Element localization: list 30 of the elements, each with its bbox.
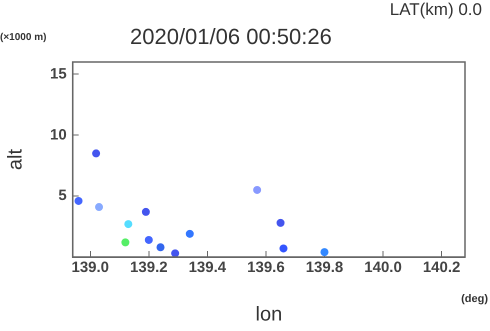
point bbox=[320, 248, 328, 256]
x-tick-label: 139.8 bbox=[306, 259, 344, 276]
point bbox=[124, 220, 132, 228]
x-tick-label: 139.0 bbox=[71, 259, 110, 276]
point bbox=[74, 196, 83, 205]
point bbox=[253, 186, 262, 194]
point bbox=[279, 244, 288, 252]
x-tick-label: 140.2 bbox=[422, 259, 460, 276]
point bbox=[95, 203, 104, 212]
y-tick-label: 15 bbox=[50, 65, 67, 82]
point bbox=[186, 230, 194, 238]
point bbox=[171, 249, 180, 257]
point bbox=[276, 218, 285, 227]
x-tick-label: 139.2 bbox=[130, 259, 168, 276]
y-tick-label: 5 bbox=[58, 187, 67, 204]
x-tick-label: 140.0 bbox=[364, 259, 402, 276]
point bbox=[144, 236, 153, 244]
point bbox=[121, 238, 130, 246]
text: LAT(km) 0.0 bbox=[390, 0, 482, 20]
point bbox=[156, 243, 165, 252]
x-tick-label: 139.6 bbox=[247, 259, 285, 276]
text: (×1000 m) bbox=[0, 32, 46, 43]
point bbox=[92, 149, 100, 158]
text: (deg) bbox=[461, 293, 488, 305]
y-axis-title: alt bbox=[4, 148, 27, 170]
y-tick-label: 10 bbox=[50, 126, 67, 144]
chart-title: 2020/01/06 00:50:26 bbox=[130, 24, 332, 50]
x-tick-label: 139.4 bbox=[188, 259, 227, 276]
x-axis-title: lon bbox=[255, 304, 282, 326]
point bbox=[142, 208, 150, 216]
